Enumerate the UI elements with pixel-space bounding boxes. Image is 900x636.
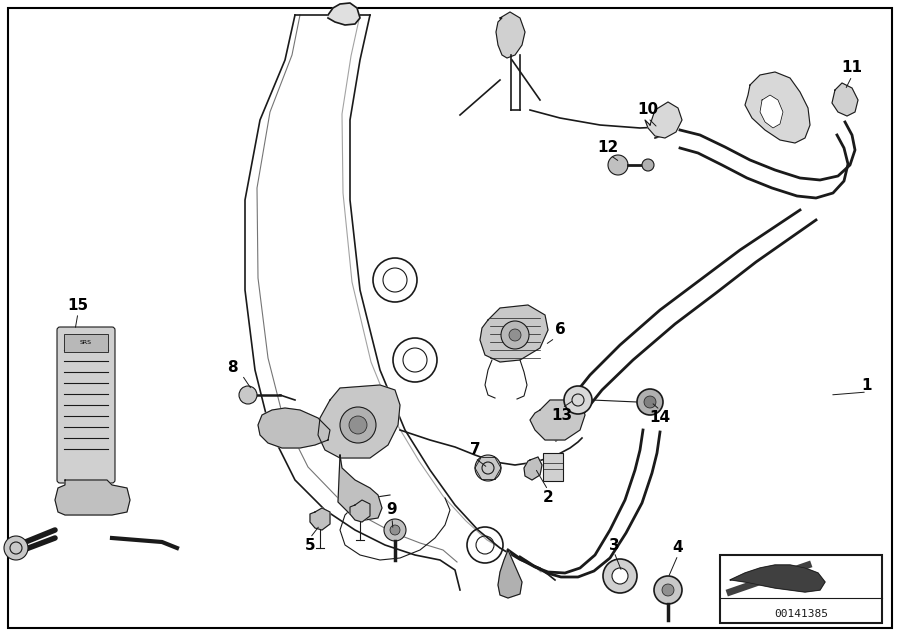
- Bar: [64, 334, 108, 352]
- Polygon shape: [338, 455, 382, 520]
- Text: 4: 4: [672, 541, 683, 555]
- Polygon shape: [310, 508, 330, 530]
- Circle shape: [642, 159, 654, 171]
- Circle shape: [390, 525, 400, 535]
- Circle shape: [612, 568, 628, 584]
- Polygon shape: [318, 385, 400, 458]
- Circle shape: [654, 576, 682, 604]
- Text: 5: 5: [305, 537, 315, 553]
- Circle shape: [644, 396, 656, 408]
- Polygon shape: [496, 12, 525, 58]
- Text: 10: 10: [637, 102, 659, 118]
- Text: 11: 11: [842, 60, 862, 76]
- Circle shape: [637, 389, 663, 415]
- Text: 14: 14: [650, 410, 670, 425]
- Text: SRS: SRS: [80, 340, 92, 345]
- Circle shape: [603, 559, 637, 593]
- Polygon shape: [760, 95, 783, 128]
- Polygon shape: [524, 457, 542, 480]
- Bar: [543, 453, 563, 481]
- FancyBboxPatch shape: [57, 327, 115, 483]
- Text: 6: 6: [554, 322, 565, 338]
- Circle shape: [239, 386, 257, 404]
- Bar: [720, 555, 882, 623]
- Polygon shape: [480, 305, 548, 362]
- Circle shape: [564, 386, 592, 414]
- Polygon shape: [258, 408, 330, 448]
- Polygon shape: [498, 550, 522, 598]
- Polygon shape: [832, 83, 858, 116]
- Polygon shape: [730, 565, 825, 592]
- Polygon shape: [645, 102, 682, 138]
- Text: 7: 7: [470, 443, 481, 457]
- Circle shape: [475, 455, 501, 481]
- Text: 12: 12: [598, 141, 618, 155]
- Text: 15: 15: [68, 298, 88, 312]
- Text: 9: 9: [387, 502, 397, 518]
- Text: 8: 8: [227, 361, 238, 375]
- Text: 00141385: 00141385: [774, 609, 828, 619]
- Polygon shape: [350, 500, 370, 522]
- Text: 1: 1: [862, 378, 872, 392]
- Text: 3: 3: [608, 537, 619, 553]
- Polygon shape: [745, 72, 810, 143]
- Polygon shape: [55, 480, 130, 515]
- Circle shape: [662, 584, 674, 596]
- Circle shape: [4, 536, 28, 560]
- Circle shape: [509, 329, 521, 341]
- Circle shape: [340, 407, 376, 443]
- Circle shape: [349, 416, 367, 434]
- Circle shape: [608, 155, 628, 175]
- Circle shape: [501, 321, 529, 349]
- Text: 13: 13: [552, 408, 572, 424]
- Circle shape: [384, 519, 406, 541]
- Polygon shape: [328, 3, 360, 25]
- Polygon shape: [530, 400, 585, 440]
- Text: 2: 2: [543, 490, 553, 506]
